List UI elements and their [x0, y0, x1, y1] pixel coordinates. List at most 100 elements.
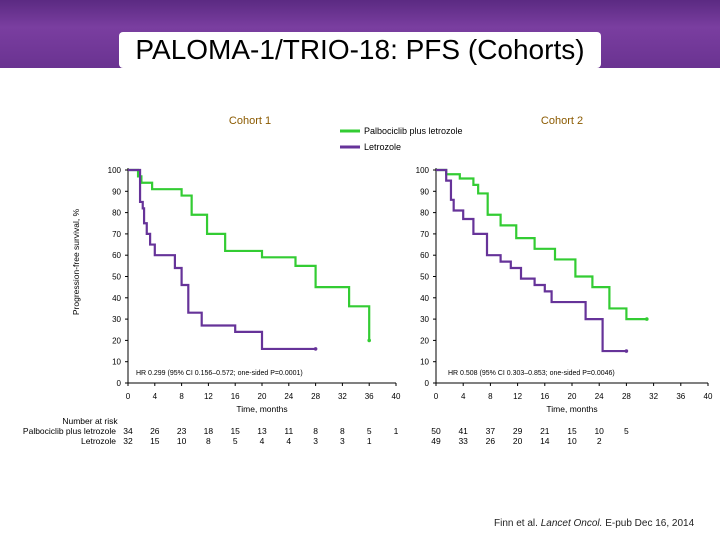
cohort1-risk-palbo-value: 15 — [230, 426, 240, 436]
cohort1-y-tick-label: 30 — [112, 315, 121, 324]
cohort2-risk-letrozole-value: 14 — [540, 436, 550, 446]
cohort2-risk-letrozole-value: 2 — [597, 436, 602, 446]
cohort1-y-tick-label: 60 — [112, 251, 121, 260]
cohort1-y-tick-label: 10 — [112, 358, 121, 367]
cohort1-risk-letrozole-value: 1 — [367, 436, 372, 446]
risk-row-label: Letrozole — [81, 436, 116, 446]
cohort1-risk-letrozole-value: 10 — [177, 436, 187, 446]
cohort1-y-tick-label: 70 — [112, 230, 121, 239]
cohort2-x-tick-label: 16 — [540, 392, 549, 401]
cohort2-risk-palbo-value: 15 — [567, 426, 577, 436]
citation: Finn et al. Lancet Oncol. E-pub Dec 16, … — [494, 518, 694, 529]
cohort1-palbociclib-letrozole-censor — [367, 338, 372, 343]
cohort2-palbociclib-letrozole-curve — [436, 168, 647, 321]
cohort1-risk-palbo-value: 8 — [313, 426, 318, 436]
cohort1-x-tick-label: 12 — [204, 392, 213, 401]
cohort2-risk-letrozole-value: 10 — [567, 436, 577, 446]
cohort2-x-tick-label: 20 — [568, 392, 577, 401]
cohort2-letrozole-censor — [624, 349, 629, 353]
citation-authors: Finn et al. — [494, 518, 541, 529]
cohort2-title: Cohort 2 — [541, 115, 583, 127]
cohort1-risk-palbo-value: 13 — [257, 426, 267, 436]
cohort1-risk-palbo-value: 1 — [394, 426, 399, 436]
cohort2-y-tick-label: 30 — [420, 315, 429, 324]
cohort2-risk-palbo-value: 10 — [594, 426, 604, 436]
citation-date: E-pub Dec 16, 2014 — [602, 518, 695, 529]
y-axis-label: Progression-free survival, % — [71, 208, 81, 315]
cohort1-risk-letrozole-value: 4 — [260, 436, 265, 446]
cohort2-x-tick-label: 28 — [622, 392, 631, 401]
cohort2-risk-letrozole-value: 49 — [431, 436, 441, 446]
cohort2-palbociclib-letrozole-censor — [645, 317, 649, 321]
cohort1-risk-letrozole-value: 3 — [340, 436, 345, 446]
cohort2-x-tick-label: 8 — [488, 392, 493, 401]
cohort2-risk-palbo-value: 29 — [513, 426, 523, 436]
cohort2-x-tick-label: 12 — [513, 392, 522, 401]
cohort2-y-tick-label: 90 — [420, 187, 429, 196]
slide-title: PALOMA-1/TRIO-18: PFS (Cohorts) — [119, 32, 601, 68]
cohort1-risk-palbo-value: 26 — [150, 426, 160, 436]
cohort1-risk-letrozole-value: 4 — [286, 436, 291, 446]
cohort2-y-tick-label: 60 — [420, 251, 429, 260]
cohort2-x-tick-label: 40 — [704, 392, 713, 401]
cohort2-y-tick-label: 100 — [416, 166, 430, 175]
cohort1-y-tick-label: 100 — [108, 166, 122, 175]
cohort2-x-tick-label: 0 — [434, 392, 439, 401]
risk-row-label: Palbociclib plus letrozole — [23, 426, 116, 436]
cohort2-risk-letrozole-value: 33 — [458, 436, 468, 446]
cohort2-x-label: Time, months — [546, 404, 597, 414]
legend-label-letrozole: Letrozole — [364, 142, 401, 152]
cohort1-x-tick-label: 8 — [179, 392, 184, 401]
cohort1-risk-palbo-value: 34 — [123, 426, 133, 436]
cohort1-x-tick-label: 0 — [126, 392, 131, 401]
cohort1-x-tick-label: 20 — [258, 392, 267, 401]
cohort2-y-tick-label: 0 — [425, 379, 430, 388]
cohort1-risk-palbo-value: 8 — [340, 426, 345, 436]
cohort2-risk-palbo-value: 21 — [540, 426, 550, 436]
cohort2-x-tick-label: 4 — [461, 392, 466, 401]
cohort2-risk-palbo-value: 50 — [431, 426, 441, 436]
cohort1-y-tick-label: 80 — [112, 209, 121, 218]
cohort1-y-tick-label: 0 — [117, 379, 122, 388]
cohort1-y-tick-label: 90 — [112, 187, 121, 196]
cohort1-x-tick-label: 24 — [284, 392, 293, 401]
cohort2-x-tick-label: 24 — [595, 392, 604, 401]
risk-table-heading: Number at risk — [62, 416, 118, 426]
cohort1-letrozole-curve — [128, 168, 316, 351]
cohort1-x-tick-label: 36 — [365, 392, 374, 401]
cohort2-risk-palbo-value: 5 — [624, 426, 629, 436]
cohort1-risk-palbo-value: 23 — [177, 426, 187, 436]
cohort1-title: Cohort 1 — [229, 115, 271, 127]
cohort2-y-tick-label: 10 — [420, 358, 429, 367]
slide-title-box: PALOMA-1/TRIO-18: PFS (Cohorts) — [0, 14, 720, 86]
cohort2-hr-annotation: HR 0.508 (95% CI 0.303–0.853; one-sided … — [448, 370, 615, 377]
cohort1-risk-letrozole-value: 8 — [206, 436, 211, 446]
cohort1-risk-letrozole-value: 32 — [123, 436, 133, 446]
cohort1-y-tick-label: 50 — [112, 273, 121, 282]
cohort2-risk-palbo-value: 37 — [486, 426, 496, 436]
cohort1-letrozole-censor — [313, 347, 318, 351]
citation-journal: Lancet Oncol. — [540, 518, 603, 529]
cohort1-x-tick-label: 40 — [392, 392, 401, 401]
cohort2-risk-letrozole-value: 20 — [513, 436, 523, 446]
cohort2-y-tick-label: 50 — [420, 273, 429, 282]
cohort1-x-label: Time, months — [236, 404, 287, 414]
cohort2-risk-letrozole-value: 26 — [486, 436, 496, 446]
cohort1-y-tick-label: 40 — [112, 294, 121, 303]
cohort1-x-tick-label: 28 — [311, 392, 320, 401]
cohort1-x-tick-label: 4 — [153, 392, 158, 401]
cohort1-hr-annotation: HR 0.299 (95% CI 0.156–0.572; one-sided … — [136, 370, 303, 377]
cohort1-y-tick-label: 20 — [112, 336, 121, 345]
cohort2-x-tick-label: 36 — [676, 392, 685, 401]
cohort1-risk-letrozole-value: 3 — [313, 436, 318, 446]
cohort2-letrozole-curve — [436, 168, 627, 353]
legend-label-palbo: Palbociclib plus letrozole — [364, 126, 463, 136]
cohort2-y-tick-label: 40 — [420, 294, 429, 303]
cohort1-risk-palbo-value: 18 — [204, 426, 214, 436]
cohort1-risk-palbo-value: 11 — [284, 426, 293, 436]
cohort1-x-tick-label: 32 — [338, 392, 347, 401]
cohort2-y-tick-label: 70 — [420, 230, 429, 239]
cohort1-risk-letrozole-value: 5 — [233, 436, 238, 446]
cohort1-x-tick-label: 16 — [231, 392, 240, 401]
